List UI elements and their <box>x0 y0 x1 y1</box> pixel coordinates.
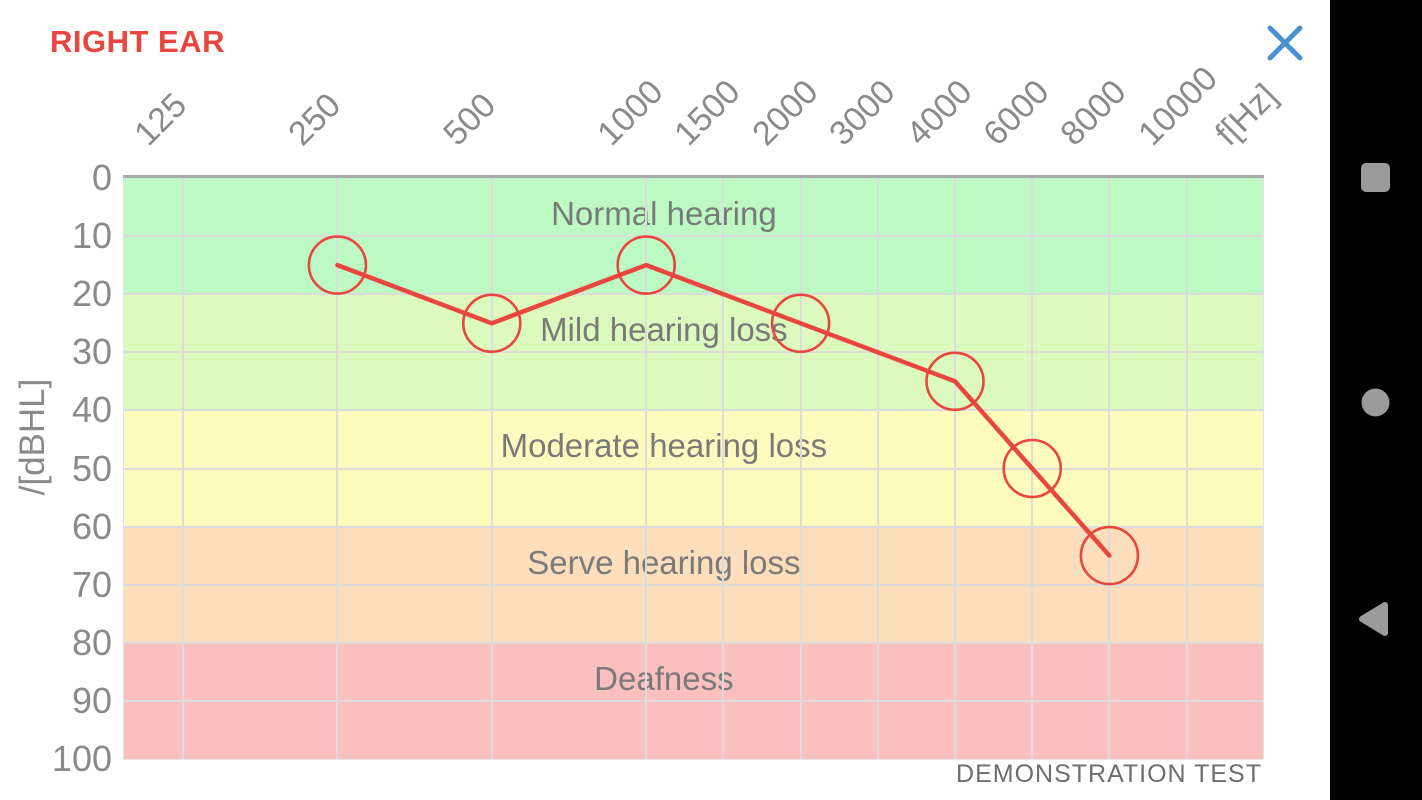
gridline-vertical <box>1185 178 1188 759</box>
gridline-vertical <box>1108 178 1111 759</box>
demonstration-test-label: DEMONSTRATION TEST <box>956 760 1262 788</box>
x-tick-label: 2000 <box>744 72 826 153</box>
data-point-marker[interactable] <box>616 235 677 295</box>
gridline-vertical <box>876 178 879 759</box>
x-tick-label: 1500 <box>667 72 748 153</box>
page-title: RIGHT EAR <box>50 24 225 59</box>
x-tick-label: 1000 <box>590 72 671 153</box>
x-tick-label: 250 <box>281 86 349 153</box>
zone-label: Mild hearing loss <box>540 311 788 349</box>
audiogram-plot[interactable]: Normal hearing Mild hearing loss Moderate … <box>123 178 1264 760</box>
y-tick-label: 70 <box>71 563 112 605</box>
gridline-vertical <box>645 178 648 759</box>
x-tick-label: 10000 <box>1130 59 1225 153</box>
y-tick-label: 10 <box>71 215 112 257</box>
x-axis-line <box>123 175 1264 178</box>
x-tick-label: 8000 <box>1053 72 1134 153</box>
gridline-horizontal <box>124 235 1263 238</box>
threshold-line <box>335 262 1112 558</box>
gridline-horizontal <box>124 467 1263 470</box>
square-icon <box>1361 163 1390 192</box>
y-tick-label: 90 <box>71 679 112 721</box>
android-nav-bar <box>1330 0 1422 800</box>
x-tick-label: 3000 <box>821 72 903 153</box>
home-button[interactable] <box>1361 388 1390 417</box>
data-point-marker[interactable] <box>307 235 368 295</box>
y-tick-label: 80 <box>71 621 112 663</box>
gridline-vertical <box>336 178 339 759</box>
gridline-horizontal <box>124 641 1263 644</box>
y-tick-label: 30 <box>71 331 112 373</box>
gridline-horizontal <box>124 525 1263 528</box>
gridline-vertical <box>490 178 493 759</box>
y-tick-label: 100 <box>51 738 112 779</box>
x-tick-label: 6000 <box>976 72 1057 153</box>
y-tick-label: 40 <box>71 389 112 431</box>
y-tick-label: 50 <box>71 447 112 489</box>
gridline-vertical <box>182 178 184 759</box>
gridline-horizontal <box>124 699 1263 702</box>
close-icon <box>1267 25 1303 61</box>
data-point-marker[interactable] <box>1002 438 1063 499</box>
x-tick-label: 500 <box>435 86 503 153</box>
gridline-vertical <box>954 178 956 759</box>
recents-button[interactable] <box>1361 163 1390 192</box>
y-tick-label: 0 <box>91 157 112 198</box>
zone-label: Normal hearing <box>551 195 777 232</box>
zone-label: Deafness <box>594 659 734 697</box>
data-point-marker[interactable] <box>461 293 522 354</box>
gridline-vertical <box>799 178 802 759</box>
gridline-horizontal <box>124 351 1263 354</box>
zone-label: Moderate hearing loss <box>500 427 828 465</box>
audiogram-series <box>307 235 1140 586</box>
data-point-marker[interactable] <box>925 351 985 412</box>
x-tick-label: 4000 <box>899 72 980 153</box>
triangle-left-icon <box>1359 602 1388 636</box>
close-button[interactable] <box>1266 24 1304 62</box>
gridline-vertical <box>722 178 725 759</box>
zone-label: Serve hearing loss <box>527 543 801 581</box>
x-tick-label: 125 <box>127 86 195 153</box>
gridline-horizontal <box>124 583 1263 586</box>
y-tick-label: 20 <box>71 273 112 315</box>
circle-icon <box>1361 388 1390 417</box>
gridline-horizontal <box>124 293 1263 296</box>
back-button[interactable] <box>1358 601 1389 637</box>
gridline-horizontal <box>124 409 1263 412</box>
y-tick-label: 60 <box>71 505 112 547</box>
data-point-marker[interactable] <box>770 293 831 354</box>
data-point-marker[interactable] <box>1079 525 1140 586</box>
